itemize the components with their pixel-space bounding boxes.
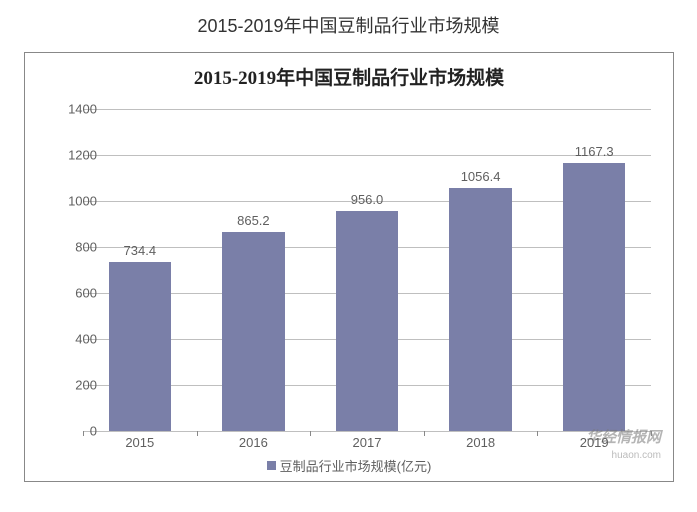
x-tick-label: 2018 <box>451 435 511 450</box>
x-tick-mark <box>83 431 84 436</box>
bar <box>336 211 398 431</box>
legend-swatch-icon <box>267 461 276 470</box>
x-tick-mark <box>310 431 311 436</box>
gridline <box>83 431 651 432</box>
y-tick-label: 600 <box>47 286 97 301</box>
legend: 豆制品行业市场规模(亿元) <box>25 456 673 475</box>
x-tick-label: 2019 <box>564 435 624 450</box>
bar-value-label: 734.4 <box>100 243 180 258</box>
x-tick-label: 2016 <box>223 435 283 450</box>
bar <box>563 163 625 431</box>
y-tick-label: 800 <box>47 240 97 255</box>
bar <box>109 262 171 431</box>
y-tick-label: 400 <box>47 332 97 347</box>
chart-inner-title: 2015-2019年中国豆制品行业市场规模 <box>25 53 673 96</box>
y-tick-label: 1400 <box>47 102 97 117</box>
bar-value-label: 865.2 <box>213 213 293 228</box>
x-tick-mark <box>197 431 198 436</box>
plot-area: 734.4 865.2 956.0 1056.4 1167.3 <box>83 109 651 431</box>
y-tick-label: 0 <box>47 424 97 439</box>
bar-value-label: 956.0 <box>327 192 407 207</box>
x-tick-label: 2015 <box>110 435 170 450</box>
x-tick-mark <box>537 431 538 436</box>
y-tick-label: 1000 <box>47 194 97 209</box>
gridline <box>83 109 651 110</box>
bar-value-label: 1167.3 <box>554 144 634 159</box>
chart-container: 2015-2019年中国豆制品行业市场规模 734.4 865.2 956.0 105… <box>24 52 674 482</box>
x-tick-mark <box>424 431 425 436</box>
x-tick-label: 2017 <box>337 435 397 450</box>
y-tick-label: 200 <box>47 378 97 393</box>
bar <box>449 188 511 431</box>
y-tick-label: 1200 <box>47 148 97 163</box>
bar-value-label: 1056.4 <box>441 169 521 184</box>
x-tick-mark <box>651 431 652 436</box>
outer-title: 2015-2019年中国豆制品行业市场规模 <box>0 0 697 46</box>
legend-label: 豆制品行业市场规模(亿元) <box>280 459 432 474</box>
bar <box>222 232 284 431</box>
